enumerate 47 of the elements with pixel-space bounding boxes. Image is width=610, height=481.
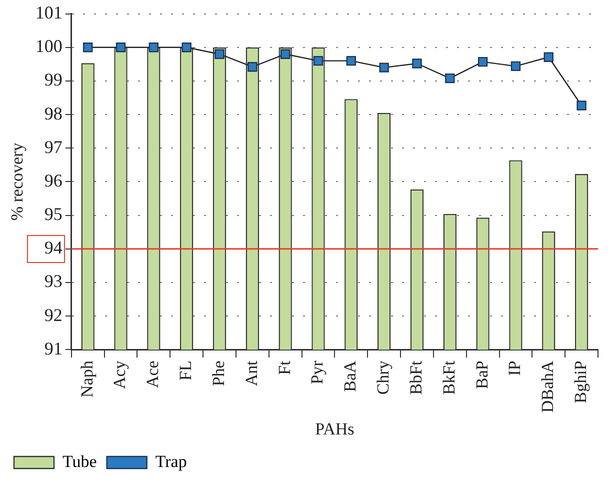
y-axis-title: % recovery [8, 142, 27, 221]
legend-label: Tube [62, 452, 97, 471]
x-tick-label: BghiP [571, 360, 590, 404]
y-tick-label: 94 [44, 238, 62, 258]
x-tick-label: Pyr [308, 360, 327, 384]
y-tick-label: 101 [35, 2, 62, 23]
point [280, 49, 290, 59]
x-axis-title: PAHs [315, 419, 354, 438]
x-tick-label: DBahA [538, 360, 558, 413]
x-tick-label: Acy [110, 360, 130, 389]
x-tick-label: Chry [374, 360, 393, 395]
y-tick-label: 91 [44, 338, 62, 358]
x-tick-label: BaP [472, 360, 492, 390]
point [214, 49, 224, 59]
point [379, 62, 389, 72]
point [83, 42, 93, 52]
y-tick-label: 93 [44, 271, 62, 292]
point [544, 52, 554, 62]
point [313, 56, 324, 66]
y-tick-label: 100 [35, 36, 62, 56]
point [248, 62, 258, 72]
x-tick-label: BbFt [406, 360, 426, 395]
point [478, 56, 488, 67]
point [346, 56, 356, 66]
y-tick-label: 97 [44, 136, 62, 157]
x-tick-label: Ace [143, 360, 162, 388]
y-tick-label: 99 [44, 70, 62, 90]
x-tick-label: Phe [208, 360, 228, 386]
x-tick-label: Naph [77, 360, 96, 398]
point [148, 42, 159, 52]
point [445, 73, 455, 84]
x-tick-label: FL [176, 360, 196, 381]
point [510, 61, 521, 72]
y-tick-label: 96 [44, 170, 62, 190]
x-tick-label: BkFt [439, 360, 458, 395]
point [576, 100, 586, 110]
y-tick-label: 95 [44, 204, 62, 224]
point [182, 42, 192, 52]
legend-label: Trap [155, 452, 187, 471]
x-tick-label: Ant [242, 360, 261, 386]
x-tick-label: IP [505, 360, 524, 376]
y-tick-label: 92 [44, 304, 62, 325]
x-tick-label: Ft [274, 360, 294, 375]
y-tick-label: 98 [44, 103, 62, 124]
point [116, 42, 126, 52]
point [412, 58, 422, 68]
x-tick-label: BaA [340, 360, 360, 392]
